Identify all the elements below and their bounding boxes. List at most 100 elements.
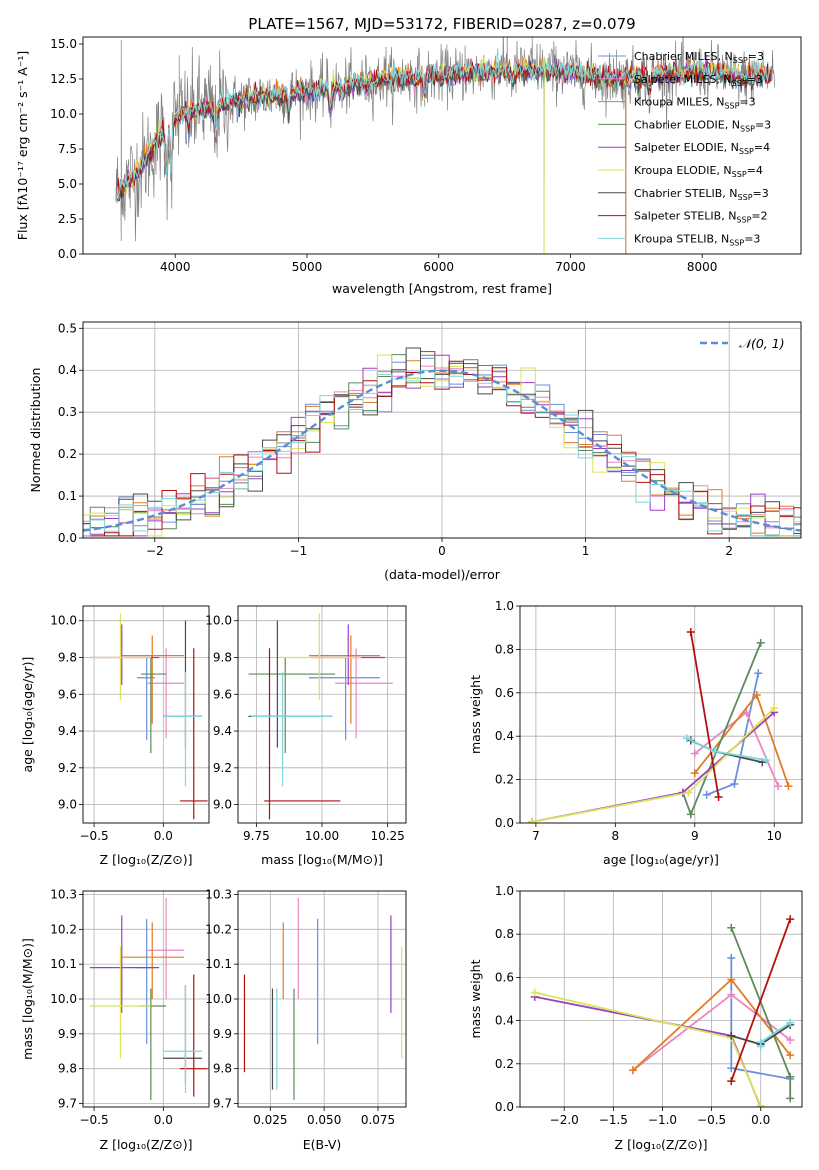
x-axis-label: (data-model)/error	[384, 567, 501, 582]
y-tick-label: 0.8	[495, 642, 514, 656]
plot-area	[527, 628, 793, 823]
legend-label-text: Salpeter STELIB, N	[634, 210, 736, 223]
x-tick-label: −2	[146, 544, 164, 558]
y-tick-label: 10.1	[50, 957, 77, 971]
weight-point-marker	[756, 1038, 765, 1047]
y-tick-label: 10.0	[50, 614, 77, 628]
x-tick-label: 0.0	[154, 1113, 173, 1127]
plot-area	[89, 897, 208, 1101]
y-tick-label: 9.7	[58, 1097, 77, 1111]
weight-point-marker	[727, 1031, 736, 1040]
figure-title: PLATE=1567, MJD=53172, FIBERID=0287, z=0…	[248, 15, 635, 33]
y-tick-label: 10.0	[50, 107, 77, 121]
y-tick-label: 0.6	[495, 970, 514, 984]
y-tick-label: 9.8	[213, 1062, 232, 1076]
weight-point-marker	[730, 779, 739, 788]
weight-point-marker	[686, 628, 695, 637]
plot-area	[115, 37, 776, 254]
legend-label-text: Salpeter ELODIE, N	[634, 141, 739, 154]
x-tick-label: 10	[767, 829, 782, 843]
y-tick-label: 9.2	[58, 761, 77, 775]
weight-point-marker	[710, 747, 719, 756]
legend-label-tail: =4	[747, 164, 763, 177]
plot-area	[89, 613, 208, 820]
y-tick-label: 10.0	[50, 992, 77, 1006]
weight-point-marker	[786, 1051, 795, 1060]
legend-label-text: Chabrier ELODIE, N	[634, 118, 740, 131]
y-tick-label: 10.3	[50, 887, 77, 901]
weight-series-line	[690, 739, 763, 764]
histogram-step-line	[83, 360, 801, 537]
x-axis-label: Z [log₁₀(Z/Z⊙)]	[100, 1137, 193, 1152]
legend-label-subscript: SSP	[738, 193, 753, 202]
weight-point-marker	[770, 703, 779, 712]
legend-label-tail: =3	[739, 96, 755, 109]
x-tick-label: −0.5	[697, 1113, 726, 1127]
x-tick-label: −2.0	[550, 1113, 579, 1127]
y-tick-label: 0.2	[58, 447, 77, 461]
legend-label-text: Chabrier STELIB, N	[634, 187, 738, 200]
y-tick-label: 0.2	[495, 773, 514, 787]
y-tick-label: 9.0	[58, 798, 77, 812]
weight-point-marker	[727, 1064, 736, 1073]
weight-point-marker	[527, 817, 536, 823]
y-tick-label: 0.0	[495, 816, 514, 830]
y-tick-label: 0.0	[495, 1100, 514, 1114]
weight-point-marker	[628, 1066, 637, 1075]
weight-point-marker	[786, 1072, 795, 1081]
weight-point-marker	[727, 953, 736, 962]
x-tick-label: 5000	[292, 260, 323, 274]
y-tick-label: 0.2	[495, 1057, 514, 1071]
weight-point-marker	[684, 788, 693, 797]
weight-point-marker	[786, 1018, 795, 1027]
x-tick-label: −0.5	[80, 829, 109, 843]
y-tick-label: 0.0	[58, 247, 77, 261]
legend-label-text: Kroupa MILES, N	[634, 96, 724, 109]
weight-point-marker	[727, 1077, 736, 1086]
y-tick-label: 10.3	[205, 887, 232, 901]
chart-weight_vs_age: 7 8 9 10 0.0 0.2 0.4 0.6 0.8 1.0 age [log₁₀(age/yr…	[468, 599, 803, 867]
x-tick-label: 6000	[423, 260, 454, 274]
x-tick-label: 0.0	[154, 829, 173, 843]
observed-spectrum-line	[115, 37, 776, 254]
y-tick-label: 10.2	[50, 922, 77, 936]
y-axis-label: Normed distribution	[28, 368, 43, 493]
plot-area	[530, 915, 795, 1107]
x-axis-label: age [log₁₀(age/yr)]	[603, 852, 719, 867]
y-tick-label: 0.4	[495, 729, 514, 743]
legend-label-tail: =3	[755, 118, 771, 131]
axes-frame	[82, 605, 210, 824]
chart-age_vs_z: −0.5 0.0 9.0 9.2 9.4 9.6 9.8 10.0 Z [log₁₀(Z/Z⊙)…	[20, 605, 210, 867]
y-tick-label: 0.6	[495, 686, 514, 700]
legend-label-subscript: SSP	[739, 147, 754, 156]
y-tick-label: 9.6	[213, 687, 232, 701]
y-tick-label: 15.0	[50, 37, 77, 51]
y-tick-label: 9.2	[213, 761, 232, 775]
chart-age_vs_mass: 9.75 10.00 10.25 9.0 9.2 9.4 9.6 9.8 10.0 mass [l…	[205, 605, 407, 867]
y-tick-label: 9.6	[58, 687, 77, 701]
x-tick-label: 9	[691, 829, 699, 843]
weight-point-marker	[754, 669, 763, 678]
histogram-step-line	[83, 370, 801, 537]
legend-label-tail: =3	[748, 50, 764, 63]
weight-point-marker	[752, 690, 761, 699]
y-tick-label: 9.0	[213, 798, 232, 812]
weight-point-marker	[786, 1094, 795, 1103]
weight-point-marker	[784, 782, 793, 791]
x-tick-label: 0	[438, 544, 446, 558]
weight-point-marker	[530, 988, 539, 997]
legend-label: Salpeter STELIB, NSSP=2	[634, 210, 768, 225]
weight-series-line	[730, 918, 792, 1082]
model-spectrum-line	[116, 57, 772, 197]
y-tick-label: 7.5	[58, 142, 77, 156]
histogram-step-line	[83, 347, 801, 537]
y-axis-label: mass weight	[468, 675, 483, 754]
y-tick-label: 10.0	[205, 992, 232, 1006]
chart-mass_vs_z: −0.5 0.0 9.7 9.8 9.9 10.0 10.1 10.2 10.3 Z [log₁₀…	[20, 887, 210, 1152]
x-axis-label: E(B-V)	[303, 1137, 342, 1152]
plot-area	[248, 613, 393, 820]
legend-label: Chabrier STELIB, NSSP=3	[634, 187, 769, 202]
x-tick-label: 0.025	[253, 1113, 287, 1127]
axes-frame	[519, 890, 803, 1108]
